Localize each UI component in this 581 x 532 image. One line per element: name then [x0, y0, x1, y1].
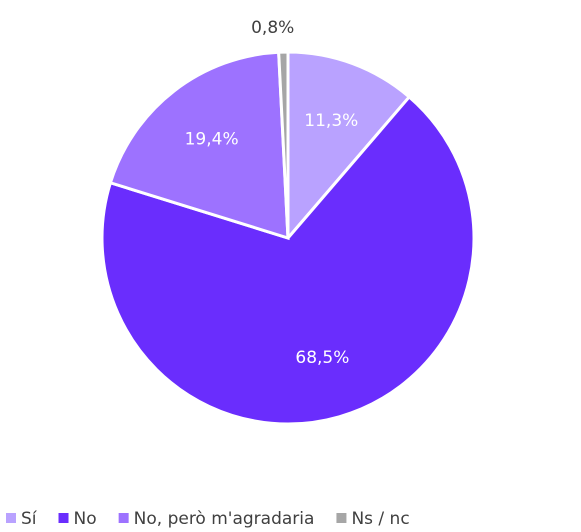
legend-label: Ns / nc — [351, 509, 409, 529]
legend-label: Sí — [21, 509, 38, 529]
pie-slice — [108, 50, 290, 241]
data-label: 68,5% — [295, 348, 349, 368]
data-label: 19,4% — [185, 130, 239, 150]
pie-slice — [100, 94, 476, 426]
legend-swatch — [6, 513, 16, 523]
legend-label: No, però m'agradaria — [134, 509, 315, 529]
data-label: 11,3% — [304, 111, 358, 131]
pie-slice — [277, 50, 290, 239]
legend-swatch — [58, 513, 69, 523]
legend-label: No — [74, 509, 97, 529]
legend-swatch — [336, 513, 347, 523]
legend-swatch — [118, 513, 129, 523]
data-label: 0,8% — [251, 18, 294, 38]
pie-slice — [286, 50, 412, 243]
